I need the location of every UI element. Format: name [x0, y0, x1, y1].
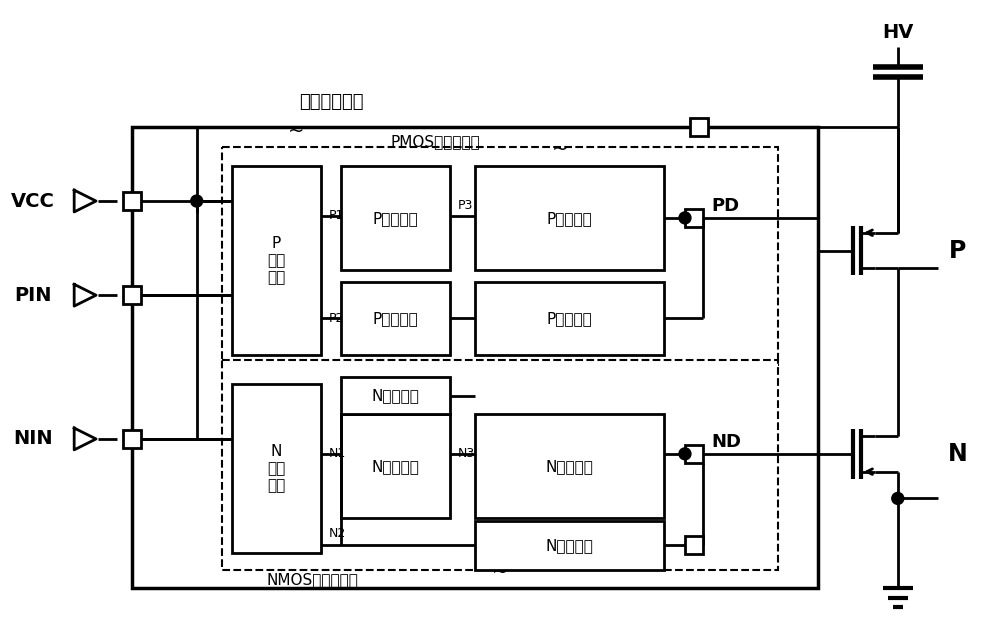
Text: N
死区
控制: N 死区 控制 [267, 444, 285, 493]
Bar [123, 192, 141, 210]
Text: ND: ND [712, 433, 742, 451]
Circle shape [191, 195, 203, 207]
Bar [685, 445, 703, 463]
Bar [475, 282, 664, 355]
Text: P高边驱动: P高边驱动 [547, 211, 592, 226]
Text: NIN: NIN [13, 429, 52, 449]
Bar [232, 166, 321, 355]
Text: N高边驱动: N高边驱动 [546, 459, 594, 473]
Bar [132, 127, 818, 588]
Text: P电平移位: P电平移位 [373, 211, 418, 226]
Text: P: P [949, 238, 966, 263]
Bar [123, 430, 141, 448]
Text: PIN: PIN [14, 286, 51, 305]
Circle shape [679, 212, 691, 224]
Text: PD: PD [712, 197, 740, 215]
Text: P3: P3 [458, 199, 474, 213]
Text: PMOS管驱动电路: PMOS管驱动电路 [391, 134, 480, 150]
Text: VCC: VCC [11, 192, 55, 210]
Text: P1: P1 [329, 210, 344, 222]
Bar [475, 166, 664, 270]
Bar [341, 166, 450, 270]
Bar [341, 378, 450, 414]
Polygon shape [74, 284, 96, 306]
Text: ~: ~ [492, 562, 508, 581]
Text: N驱动钓位: N驱动钓位 [372, 389, 420, 403]
Bar [123, 286, 141, 304]
Text: ~: ~ [288, 122, 304, 141]
Text: N1: N1 [329, 447, 346, 460]
Text: N电平移位: N电平移位 [372, 459, 420, 473]
Text: NMOS管驱动电路: NMOS管驱动电路 [266, 572, 358, 587]
Bar [222, 146, 778, 365]
Text: N3: N3 [458, 447, 475, 460]
Bar [232, 385, 321, 553]
Polygon shape [74, 190, 96, 212]
Text: P驱动钓位: P驱动钓位 [373, 311, 418, 326]
Text: N低边驱动: N低边驱动 [546, 538, 594, 553]
Text: P2: P2 [329, 312, 344, 325]
Text: 半桥驱动电路: 半桥驱动电路 [299, 93, 363, 111]
Circle shape [679, 448, 691, 460]
Bar [341, 282, 450, 355]
Bar [475, 414, 664, 518]
Bar [341, 414, 450, 518]
Text: N: N [948, 442, 967, 466]
Bar [685, 536, 703, 554]
Bar [685, 209, 703, 227]
Text: P低边驱动: P低边驱动 [547, 311, 592, 326]
Polygon shape [74, 428, 96, 450]
Text: N2: N2 [329, 527, 346, 539]
Text: ~: ~ [551, 140, 568, 159]
Text: P
死区
控制: P 死区 控制 [267, 236, 285, 286]
Text: HV: HV [882, 23, 913, 42]
Circle shape [892, 493, 904, 504]
Bar [475, 521, 664, 570]
Bar [690, 118, 708, 135]
Bar [222, 360, 778, 570]
